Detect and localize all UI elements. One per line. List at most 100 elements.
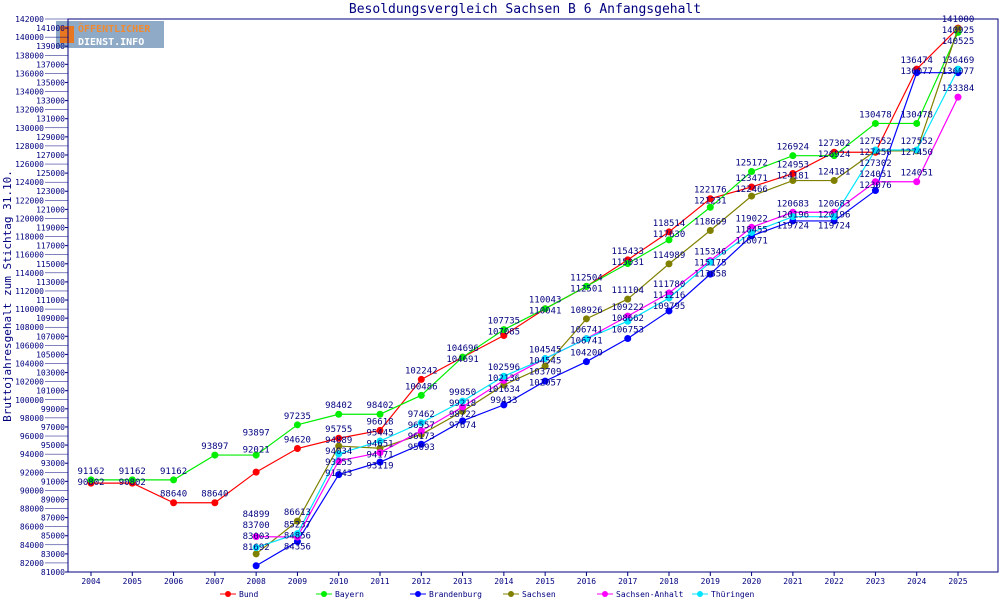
data-point — [170, 476, 178, 484]
data-label: 140925 — [942, 26, 975, 36]
data-label: 112504 — [570, 273, 603, 283]
data-point — [500, 372, 508, 380]
data-label: 91162 — [77, 467, 104, 477]
data-label: 97674 — [449, 421, 476, 431]
y-tick-label: 114000 — [15, 269, 44, 278]
data-label: 127450 — [900, 148, 933, 158]
data-label: 119022 — [735, 214, 768, 224]
y-tick-label: 96000 — [20, 432, 44, 441]
data-point — [830, 213, 838, 221]
data-label: 90802 — [119, 478, 146, 488]
data-label: 85237 — [284, 521, 311, 531]
data-label: 95093 — [408, 443, 435, 453]
data-label: 126924 — [777, 143, 810, 153]
data-label: 110043 — [529, 296, 562, 306]
data-point — [211, 451, 219, 459]
data-point — [913, 119, 921, 127]
data-point — [541, 305, 549, 313]
series-line-Bayern — [91, 32, 959, 481]
y-tick-label: 140000 — [15, 33, 44, 42]
data-point — [293, 445, 301, 453]
data-point — [335, 442, 343, 450]
legend: Bund Bayern Brandenburg Sachsen Sachsen-Anha… — [220, 590, 755, 599]
y-tick-label: 112000 — [15, 287, 44, 296]
data-label: 123471 — [735, 174, 768, 184]
logo: ÖFFENTLICHER DIENST.INFO — [56, 21, 164, 48]
y-tick-label: 82000 — [20, 559, 44, 568]
data-point — [871, 178, 879, 186]
data-label: 136469 — [942, 56, 975, 66]
data-label: 88640 — [160, 490, 187, 500]
data-point — [789, 152, 797, 160]
data-label: 124181 — [818, 168, 851, 178]
data-label: 118455 — [735, 225, 768, 235]
data-label: 104200 — [570, 349, 603, 359]
y-tick-label: 142000 — [15, 15, 44, 24]
y-tick-label: 118000 — [15, 233, 44, 242]
y-tick-label: 81000 — [41, 568, 65, 577]
data-point — [706, 227, 714, 235]
y-tick-label: 85000 — [41, 532, 65, 541]
data-label: 115031 — [611, 258, 644, 268]
y-tick-label: 105000 — [36, 350, 65, 359]
data-point — [376, 410, 384, 418]
x-tick-label: 2023 — [866, 577, 885, 586]
data-point — [582, 358, 590, 366]
data-label: 125172 — [735, 159, 768, 169]
data-label: 127302 — [859, 159, 892, 169]
data-point — [376, 458, 384, 466]
y-tick-label: 139000 — [36, 42, 65, 51]
y-tick-label: 87000 — [41, 514, 65, 523]
data-point — [541, 377, 549, 385]
data-label: 140525 — [942, 37, 975, 47]
data-label: 126924 — [818, 150, 851, 160]
data-label: 94620 — [284, 436, 311, 446]
data-label: 112501 — [570, 284, 603, 294]
data-label: 119724 — [818, 221, 851, 231]
data-label: 94889 — [325, 436, 352, 446]
data-point — [706, 258, 714, 266]
data-point — [706, 203, 714, 211]
x-tick-label: 2014 — [494, 577, 513, 586]
data-label: 91743 — [325, 469, 352, 479]
y-tick-label: 137000 — [36, 60, 65, 69]
legend-marker — [697, 591, 703, 597]
y-tick-label: 84000 — [20, 541, 44, 550]
data-label: 99218 — [449, 399, 476, 409]
data-point — [789, 170, 797, 178]
data-label: 95755 — [325, 425, 352, 435]
y-tick-label: 120000 — [15, 214, 44, 223]
data-point — [706, 195, 714, 203]
y-tick-label: 127000 — [36, 151, 65, 160]
data-point — [954, 25, 962, 33]
y-tick-label: 106000 — [15, 341, 44, 350]
data-label: 117630 — [653, 230, 686, 240]
data-point — [954, 65, 962, 73]
x-tick-label: 2025 — [948, 577, 967, 586]
data-label: 96618 — [366, 417, 393, 427]
y-tick-label: 107000 — [36, 332, 65, 341]
data-label: 98402 — [366, 401, 393, 411]
y-tick-label: 91000 — [41, 477, 65, 486]
data-label: 102242 — [405, 366, 438, 376]
data-label: 118071 — [735, 236, 768, 246]
data-point — [541, 362, 549, 370]
data-point — [541, 355, 549, 363]
data-point — [665, 289, 673, 297]
data-point — [830, 152, 838, 160]
y-tick-label: 129000 — [36, 133, 65, 142]
data-point — [913, 146, 921, 154]
x-tick-label: 2005 — [123, 577, 142, 586]
y-tick-label: 101000 — [36, 387, 65, 396]
y-tick-label: 119000 — [36, 224, 65, 233]
data-point — [500, 332, 508, 340]
y-tick-label: 113000 — [36, 278, 65, 287]
data-label: 84356 — [284, 543, 311, 553]
data-label: 90802 — [77, 478, 104, 488]
y-tick-label: 104000 — [15, 359, 44, 368]
y-tick-label: 136000 — [15, 69, 44, 78]
y-tick-label: 123000 — [36, 187, 65, 196]
data-label: 93119 — [366, 461, 393, 471]
data-label: 106753 — [611, 326, 644, 336]
data-point — [624, 295, 632, 303]
